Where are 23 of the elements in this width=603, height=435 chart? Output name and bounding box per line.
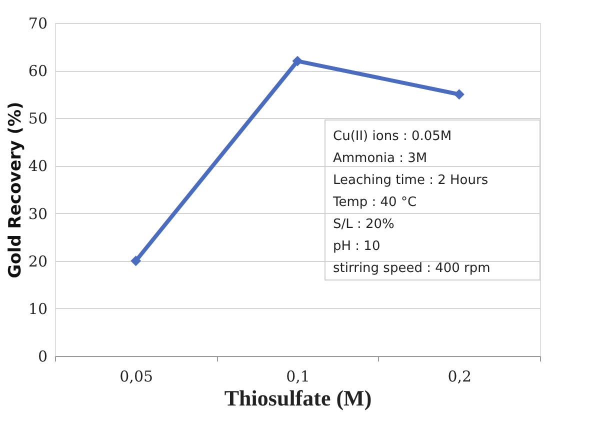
y-tick-label: 30 (28, 204, 48, 223)
y-tick-label: 0 (38, 348, 48, 366)
y-tick-label: 40 (28, 157, 48, 176)
annotation: stirring speed : 400 rpm (333, 261, 490, 276)
x-tick-label: 0,1 (286, 368, 310, 386)
annotation: S/L : 20% (333, 217, 394, 232)
x-tick-label: 0,2 (448, 368, 472, 386)
point (130, 256, 142, 266)
point (292, 56, 303, 66)
annotation: Temp : 40 °C (332, 195, 417, 210)
point (454, 89, 464, 100)
x-axis-title: Thiosulfate (M) (224, 386, 372, 410)
y-tick-label: 70 (28, 14, 48, 32)
annotation: Leaching time : 2 Hours (333, 173, 488, 188)
x-tick-label: 0,05 (120, 368, 154, 386)
annotation: Cu(II) ions : 0.05M (333, 129, 452, 144)
annotation: pH : 10 (333, 239, 380, 254)
y-axis-title: Gold Recovery (%) (5, 102, 26, 278)
y-tick-label: 60 (28, 62, 48, 80)
y-tick-label: 20 (28, 252, 48, 270)
y-tick-label: 10 (28, 300, 48, 318)
y-tick-label: 50 (28, 110, 48, 128)
annotation: Ammonia : 3M (333, 151, 428, 166)
